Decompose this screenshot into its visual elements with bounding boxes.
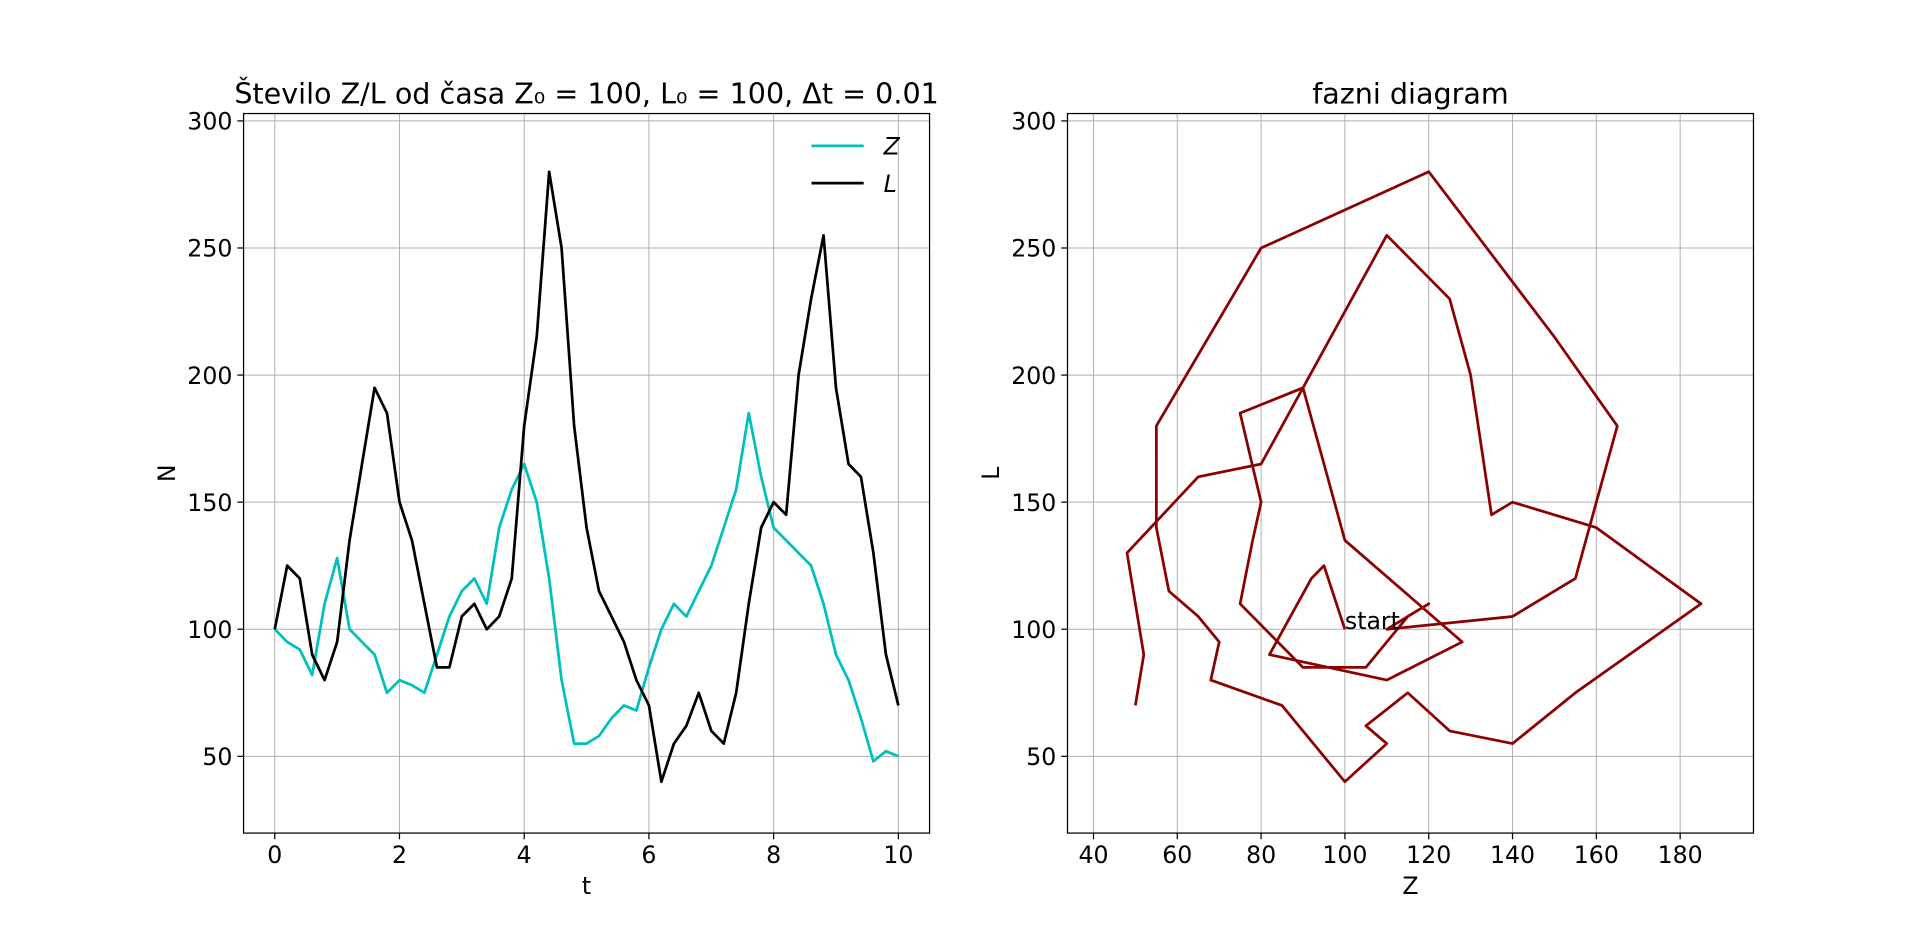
x-tick-label: 140: [1490, 841, 1535, 869]
series-line: [273, 411, 899, 763]
y-tick-label: 300: [187, 108, 232, 136]
y-tick-label: 200: [1011, 362, 1056, 390]
y-axis-label: L: [977, 466, 1005, 480]
series-line: [273, 170, 900, 784]
x-tick-label: 6: [641, 841, 656, 869]
y-tick-label: 250: [187, 235, 232, 263]
y-axis-label: N: [153, 464, 181, 482]
axes-frame: [1066, 112, 1755, 834]
y-tick-label: 100: [187, 616, 232, 644]
legend-label: Z: [883, 133, 901, 161]
y-tick-label: 150: [1011, 489, 1056, 517]
x-tick-label: 60: [1162, 841, 1192, 869]
annotation: start: [1345, 607, 1400, 635]
x-tick-label: 0: [267, 841, 282, 869]
x-tick-label: 4: [517, 841, 532, 869]
y-tick-label: 100: [1011, 616, 1056, 644]
y-tick-label: 150: [187, 489, 232, 517]
chart-title: Število Z/L od časa Z₀ = 100, L₀ = 100, …: [234, 77, 939, 111]
x-tick-label: 100: [1322, 841, 1367, 869]
series-line: [1125, 170, 1703, 784]
x-tick-label: 2: [392, 841, 407, 869]
y-tick-label: 200: [187, 362, 232, 390]
y-tick-label: 50: [1026, 743, 1056, 771]
legend: ZL: [811, 133, 901, 198]
y-tick-label: 300: [1011, 108, 1056, 136]
x-tick-label: 8: [766, 841, 781, 869]
x-tick-label: 160: [1574, 841, 1619, 869]
chart-title: fazni diagram: [1312, 77, 1509, 111]
x-axis-label: t: [582, 872, 591, 900]
x-axis-label: Z: [1402, 872, 1418, 900]
x-tick-label: 40: [1078, 841, 1108, 869]
axes-frame: [242, 112, 931, 834]
y-tick-label: 250: [1011, 235, 1056, 263]
legend-label: L: [884, 170, 897, 198]
x-tick-label: 180: [1658, 841, 1703, 869]
x-tick-label: 120: [1406, 841, 1451, 869]
y-tick-label: 50: [202, 743, 232, 771]
x-tick-label: 80: [1246, 841, 1276, 869]
x-tick-label: 10: [883, 841, 913, 869]
